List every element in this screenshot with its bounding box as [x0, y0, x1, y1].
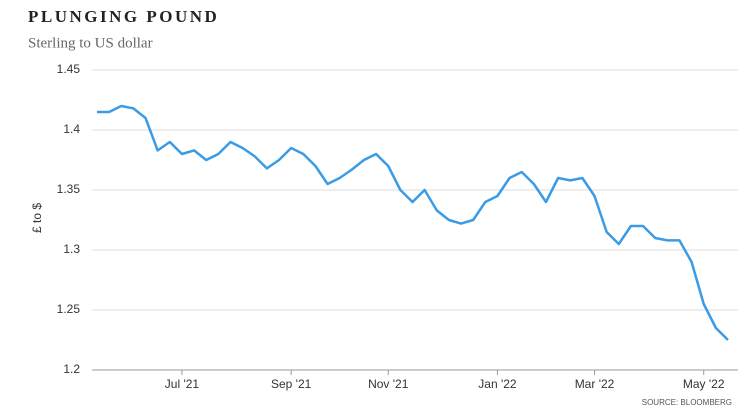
x-tick-label: Nov '21 [368, 377, 409, 391]
chart-title: PLUNGING POUND [28, 7, 219, 26]
x-tick-label: May '22 [683, 377, 725, 391]
x-tick-label: Mar '22 [575, 377, 615, 391]
y-tick-label: 1.4 [63, 122, 80, 136]
x-tick-label: Sep '21 [271, 377, 312, 391]
x-tick-label: Jul '21 [165, 377, 200, 391]
y-tick-label: 1.35 [57, 182, 81, 196]
y-tick-label: 1.25 [57, 302, 81, 316]
chart-subtitle: Sterling to US dollar [28, 35, 153, 51]
source: SOURCE: BLOOMBERG [642, 398, 732, 407]
y-tick-label: 1.45 [57, 62, 81, 76]
x-tick-label: Jan '22 [478, 377, 517, 391]
y-tick-label: 1.2 [63, 362, 80, 376]
line-series [97, 104, 729, 341]
y-tick-label: 1.3 [63, 242, 80, 256]
y-axis-label: £ to $ [30, 203, 44, 233]
